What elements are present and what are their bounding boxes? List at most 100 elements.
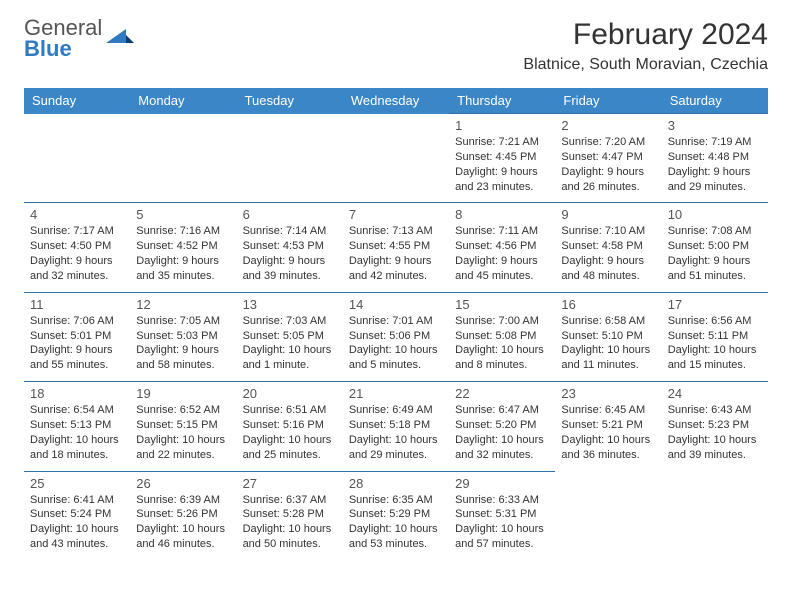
daylight-line-2: and 55 minutes.: [30, 358, 124, 373]
calendar-cell-empty: [343, 114, 449, 203]
day-info: Sunrise: 7:03 AMSunset: 5:05 PMDaylight:…: [243, 314, 337, 373]
sunset-line: Sunset: 5:24 PM: [30, 507, 124, 522]
sunset-line: Sunset: 5:15 PM: [136, 418, 230, 433]
day-info: Sunrise: 7:17 AMSunset: 4:50 PMDaylight:…: [30, 224, 124, 283]
day-info: Sunrise: 7:10 AMSunset: 4:58 PMDaylight:…: [561, 224, 655, 283]
daylight-line-2: and 15 minutes.: [668, 358, 762, 373]
sunrise-line: Sunrise: 7:00 AM: [455, 314, 549, 329]
sunset-line: Sunset: 5:11 PM: [668, 329, 762, 344]
daylight-line-1: Daylight: 10 hours: [561, 343, 655, 358]
day-info: Sunrise: 7:16 AMSunset: 4:52 PMDaylight:…: [136, 224, 230, 283]
calendar-cell: 1Sunrise: 7:21 AMSunset: 4:45 PMDaylight…: [449, 114, 555, 203]
calendar-cell: 10Sunrise: 7:08 AMSunset: 5:00 PMDayligh…: [662, 203, 768, 292]
sunrise-line: Sunrise: 6:39 AM: [136, 493, 230, 508]
sunset-line: Sunset: 4:50 PM: [30, 239, 124, 254]
day-info: Sunrise: 7:05 AMSunset: 5:03 PMDaylight:…: [136, 314, 230, 373]
daylight-line-1: Daylight: 10 hours: [349, 433, 443, 448]
calendar-cell-empty: [662, 471, 768, 560]
calendar-cell: 22Sunrise: 6:47 AMSunset: 5:20 PMDayligh…: [449, 382, 555, 471]
daylight-line-1: Daylight: 9 hours: [30, 254, 124, 269]
sunset-line: Sunset: 4:55 PM: [349, 239, 443, 254]
calendar-cell: 23Sunrise: 6:45 AMSunset: 5:21 PMDayligh…: [555, 382, 661, 471]
sunrise-line: Sunrise: 6:51 AM: [243, 403, 337, 418]
weekday-header: Sunday: [24, 88, 130, 114]
sunrise-line: Sunrise: 7:20 AM: [561, 135, 655, 150]
calendar-cell: 28Sunrise: 6:35 AMSunset: 5:29 PMDayligh…: [343, 471, 449, 560]
day-info: Sunrise: 6:51 AMSunset: 5:16 PMDaylight:…: [243, 403, 337, 462]
daylight-line-1: Daylight: 9 hours: [136, 343, 230, 358]
daylight-line-2: and 26 minutes.: [561, 180, 655, 195]
daylight-line-2: and 29 minutes.: [349, 448, 443, 463]
day-number: 19: [136, 386, 230, 401]
calendar-cell-empty: [130, 114, 236, 203]
daylight-line-1: Daylight: 9 hours: [136, 254, 230, 269]
day-number: 9: [561, 207, 655, 222]
day-number: 25: [30, 476, 124, 491]
daylight-line-1: Daylight: 10 hours: [455, 343, 549, 358]
daylight-line-1: Daylight: 10 hours: [668, 433, 762, 448]
day-info: Sunrise: 6:56 AMSunset: 5:11 PMDaylight:…: [668, 314, 762, 373]
calendar-cell: 2Sunrise: 7:20 AMSunset: 4:47 PMDaylight…: [555, 114, 661, 203]
calendar-row: 4Sunrise: 7:17 AMSunset: 4:50 PMDaylight…: [24, 203, 768, 292]
day-info: Sunrise: 6:43 AMSunset: 5:23 PMDaylight:…: [668, 403, 762, 462]
sunrise-line: Sunrise: 6:56 AM: [668, 314, 762, 329]
day-number: 8: [455, 207, 549, 222]
sunrise-line: Sunrise: 6:33 AM: [455, 493, 549, 508]
daylight-line-1: Daylight: 10 hours: [243, 433, 337, 448]
calendar-table: SundayMondayTuesdayWednesdayThursdayFrid…: [24, 88, 768, 560]
sunset-line: Sunset: 4:56 PM: [455, 239, 549, 254]
day-info: Sunrise: 7:06 AMSunset: 5:01 PMDaylight:…: [30, 314, 124, 373]
daylight-line-2: and 42 minutes.: [349, 269, 443, 284]
daylight-line-2: and 45 minutes.: [455, 269, 549, 284]
day-number: 4: [30, 207, 124, 222]
sunset-line: Sunset: 5:26 PM: [136, 507, 230, 522]
daylight-line-1: Daylight: 10 hours: [455, 433, 549, 448]
calendar-cell: 29Sunrise: 6:33 AMSunset: 5:31 PMDayligh…: [449, 471, 555, 560]
day-number: 7: [349, 207, 443, 222]
sunrise-line: Sunrise: 6:37 AM: [243, 493, 337, 508]
daylight-line-1: Daylight: 9 hours: [668, 165, 762, 180]
daylight-line-2: and 8 minutes.: [455, 358, 549, 373]
daylight-line-1: Daylight: 10 hours: [136, 522, 230, 537]
day-number: 24: [668, 386, 762, 401]
sunset-line: Sunset: 5:05 PM: [243, 329, 337, 344]
sunset-line: Sunset: 5:08 PM: [455, 329, 549, 344]
sunrise-line: Sunrise: 7:16 AM: [136, 224, 230, 239]
daylight-line-2: and 22 minutes.: [136, 448, 230, 463]
weekday-header: Wednesday: [343, 88, 449, 114]
sunrise-line: Sunrise: 7:17 AM: [30, 224, 124, 239]
day-number: 18: [30, 386, 124, 401]
calendar-row: 11 Sunrise: 7:06 AMSunset: 5:01 PMDayligh…: [24, 292, 768, 381]
month-title: February 2024: [523, 18, 768, 52]
day-info: Sunrise: 7:01 AMSunset: 5:06 PMDaylight:…: [349, 314, 443, 373]
daylight-line-2: and 50 minutes.: [243, 537, 337, 552]
daylight-line-1: Daylight: 10 hours: [349, 522, 443, 537]
logo: General Blue: [24, 18, 134, 60]
daylight-line-1: Daylight: 10 hours: [455, 522, 549, 537]
sunset-line: Sunset: 5:16 PM: [243, 418, 337, 433]
daylight-line-2: and 18 minutes.: [30, 448, 124, 463]
day-info: Sunrise: 7:11 AMSunset: 4:56 PMDaylight:…: [455, 224, 549, 283]
calendar-cell: 7Sunrise: 7:13 AMSunset: 4:55 PMDaylight…: [343, 203, 449, 292]
daylight-line-2: and 43 minutes.: [30, 537, 124, 552]
day-number: 11: [30, 297, 124, 312]
day-info: Sunrise: 7:21 AMSunset: 4:45 PMDaylight:…: [455, 135, 549, 194]
weekday-header: Saturday: [662, 88, 768, 114]
calendar-head: SundayMondayTuesdayWednesdayThursdayFrid…: [24, 88, 768, 114]
day-info: Sunrise: 6:41 AMSunset: 5:24 PMDaylight:…: [30, 493, 124, 552]
day-info: Sunrise: 6:54 AMSunset: 5:13 PMDaylight:…: [30, 403, 124, 462]
calendar-cell-empty: [555, 471, 661, 560]
sunrise-line: Sunrise: 6:54 AM: [30, 403, 124, 418]
day-number: 12: [136, 297, 230, 312]
day-number: 27: [243, 476, 337, 491]
calendar-cell: 9 Sunrise: 7:10 AMSunset: 4:58 PMDaylight…: [555, 203, 661, 292]
calendar-cell: 8 Sunrise: 7:11 AMSunset: 4:56 PMDaylight…: [449, 203, 555, 292]
calendar-cell: 25 Sunrise: 6:41 AMSunset: 5:24 PMDayligh…: [24, 471, 130, 560]
calendar-cell: 13Sunrise: 7:03 AMSunset: 5:05 PMDayligh…: [237, 292, 343, 381]
daylight-line-2: and 5 minutes.: [349, 358, 443, 373]
day-info: Sunrise: 7:00 AMSunset: 5:08 PMDaylight:…: [455, 314, 549, 373]
day-number: 14: [349, 297, 443, 312]
sunrise-line: Sunrise: 7:19 AM: [668, 135, 762, 150]
calendar-cell: 17Sunrise: 6:56 AMSunset: 5:11 PMDayligh…: [662, 292, 768, 381]
sunrise-line: Sunrise: 6:43 AM: [668, 403, 762, 418]
